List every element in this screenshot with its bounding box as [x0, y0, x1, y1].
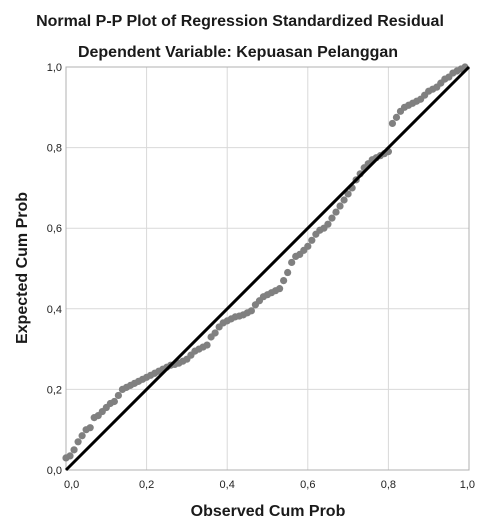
data-point [86, 424, 94, 432]
data-point [284, 268, 292, 277]
data-point [304, 242, 312, 250]
data-point [344, 190, 352, 198]
y-tick-label: 0,0 [47, 465, 62, 477]
data-point [340, 196, 348, 204]
grid [66, 67, 469, 470]
data-point [288, 258, 296, 267]
data-point [388, 119, 397, 128]
x-tick-labels: 0,0 0,2 0,4 0,6 0,8 1,0 [64, 479, 475, 491]
data-point [328, 214, 336, 222]
x-tick-label: 0,0 [64, 479, 79, 491]
x-tick-label: 0,6 [300, 479, 315, 491]
y-axis-label: Expected Cum Prob [14, 192, 31, 344]
data-point [211, 329, 219, 337]
data-point [392, 113, 401, 121]
chart-title: Normal P-P Plot of Regression Standardiz… [36, 13, 444, 30]
data-point [203, 341, 211, 349]
chart-subtitle: Dependent Variable: Kepuasan Pelanggan [78, 44, 398, 61]
data-point [78, 432, 86, 440]
x-tick-label: 1,0 [460, 479, 475, 491]
data-point [280, 276, 288, 285]
data-point [110, 397, 118, 406]
data-point [275, 285, 284, 293]
data-point [247, 307, 255, 315]
y-tick-label: 0,2 [47, 384, 62, 396]
y-tick-label: 0,4 [47, 304, 62, 316]
y-tick-label: 0,8 [47, 143, 62, 155]
y-tick-label: 0,6 [47, 223, 62, 235]
x-tick-label: 0,4 [220, 479, 235, 491]
x-axis-label: Observed Cum Prob [191, 503, 346, 520]
data-point [74, 438, 82, 446]
x-tick-label: 0,8 [381, 479, 396, 491]
data-point [332, 208, 340, 216]
data-point [66, 452, 74, 460]
plot-frame [65, 66, 470, 471]
data-points [62, 63, 469, 462]
data-point [336, 202, 344, 210]
data-point [324, 220, 332, 228]
y-tick-label: 1,0 [47, 62, 62, 74]
data-point [70, 446, 78, 454]
x-tick-label: 0,2 [139, 479, 154, 491]
data-point [114, 391, 122, 400]
data-point [308, 236, 316, 244]
reference-line [64, 65, 471, 472]
y-tick-labels: 0,0 0,2 0,4 0,6 0,8 1,0 [47, 62, 62, 477]
